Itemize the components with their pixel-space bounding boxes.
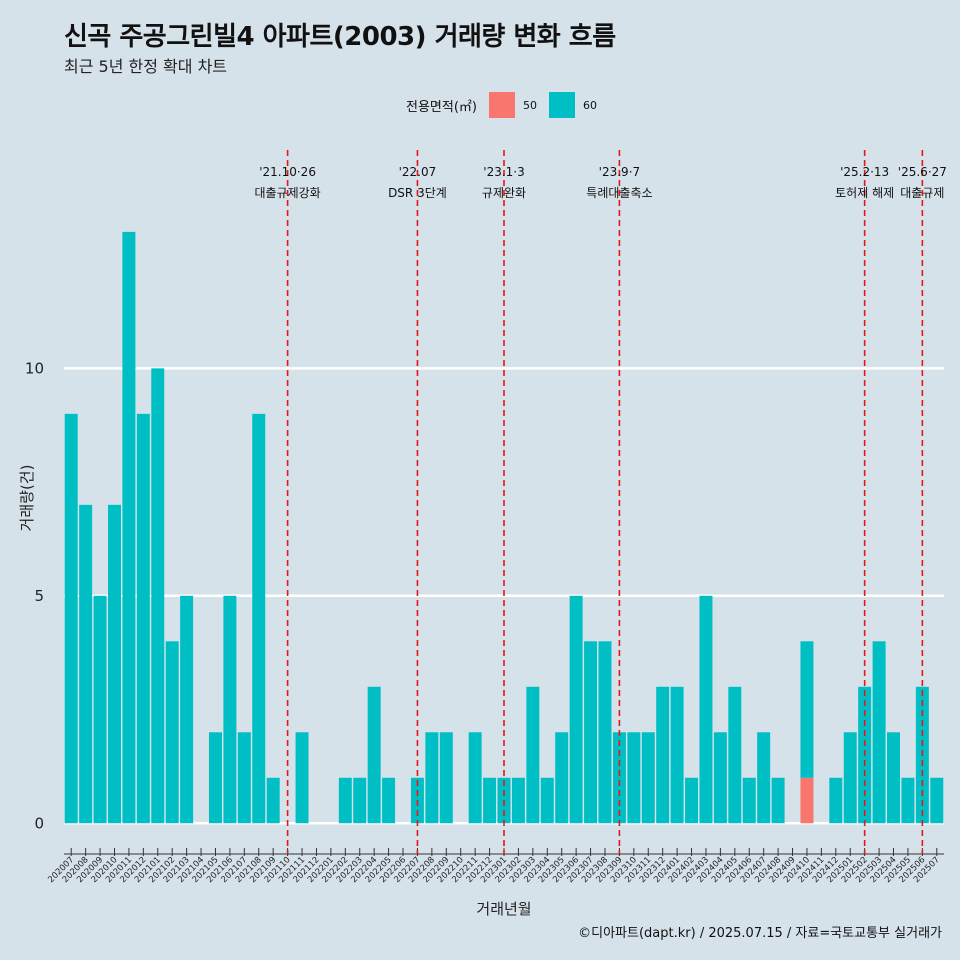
bar-202302-60 xyxy=(511,777,525,824)
bar-202101-60 xyxy=(151,368,165,824)
bar-202401-60 xyxy=(670,686,684,824)
bar-202407-60 xyxy=(757,732,771,824)
bar-202103-60 xyxy=(180,595,194,824)
bar-202208-60 xyxy=(425,732,439,824)
bar-202304-60 xyxy=(540,777,554,824)
y-tick-label-0: 0 xyxy=(34,814,44,832)
bar-202205-60 xyxy=(382,777,396,824)
source-caption: ©디아파트(dapt.kr) / 2025.07.15 / 자료=국토교통부 실… xyxy=(578,926,942,941)
legend-key-60 xyxy=(548,92,575,118)
bar-202310-60 xyxy=(627,732,641,824)
legend: 전용면적(㎡) 50 60 xyxy=(406,92,597,118)
bar-202308-60 xyxy=(598,641,612,824)
bar-202406-60 xyxy=(742,777,756,824)
bar-202203-60 xyxy=(353,777,367,824)
event-date-1: '22.07 xyxy=(399,165,437,179)
bar-202211-60 xyxy=(468,732,482,824)
bar-202507-60 xyxy=(930,777,944,824)
event-date-5: '25.6·27 xyxy=(898,165,947,179)
bar-202106-60 xyxy=(223,595,237,824)
y-tick-label-10: 10 xyxy=(25,359,44,377)
bar-202309-60 xyxy=(612,732,626,824)
bar-202202-60 xyxy=(338,777,352,824)
legend-title: 전용면적(㎡) xyxy=(406,99,477,115)
bar-202305-60 xyxy=(555,732,569,824)
x-axis-title: 거래년월 xyxy=(476,900,531,918)
legend-label-60: 60 xyxy=(582,98,597,112)
bar-202111-60 xyxy=(295,732,309,824)
bar-202012-60 xyxy=(136,413,150,824)
bar-202108-60 xyxy=(252,413,266,824)
bar-202306-60 xyxy=(569,595,583,824)
chart-title: 신곡 주공그린빌4 아파트(2003) 거래량 변화 흐름 xyxy=(64,22,616,52)
bar-202204-60 xyxy=(367,686,381,824)
bar-202312-60 xyxy=(656,686,670,824)
y-tick-label-5: 5 xyxy=(34,587,44,605)
event-label-1: DSR 3단계 xyxy=(388,186,447,200)
legend-item-50: 50 xyxy=(488,92,537,118)
bar-202403-60 xyxy=(699,595,713,824)
bar-202404-60 xyxy=(713,732,727,824)
event-date-3: '23.9·7 xyxy=(599,165,640,179)
event-label-0: 대출규제강화 xyxy=(254,186,320,200)
bar-202105-60 xyxy=(208,732,222,824)
bar-202504-60 xyxy=(887,732,900,824)
legend-key-50 xyxy=(488,92,515,118)
bar-202109-60 xyxy=(266,777,280,824)
bar-202209-60 xyxy=(439,732,453,824)
bar-202410-50 xyxy=(800,777,814,824)
bar-202009-60 xyxy=(93,595,107,824)
bar-202011-60 xyxy=(122,231,136,824)
event-date-4: '25.2·13 xyxy=(840,165,889,179)
bar-202405-60 xyxy=(728,686,742,824)
bar-202501-60 xyxy=(843,732,857,824)
legend-item-60: 60 xyxy=(548,92,597,118)
bar-202402-60 xyxy=(685,777,699,824)
bar-202505-60 xyxy=(901,777,915,824)
bar-202212-60 xyxy=(483,777,497,824)
event-label-4: 토허제 해제 xyxy=(835,186,894,200)
bar-202503-60 xyxy=(872,641,886,824)
event-date-0: '21.10·26 xyxy=(259,165,316,179)
event-label-3: 특례대출축소 xyxy=(586,186,652,200)
bar-202408-60 xyxy=(771,777,785,824)
bar-202307-60 xyxy=(584,641,598,824)
event-label-5: 대출규제 xyxy=(900,186,944,200)
bar-202410-60 xyxy=(800,641,814,778)
bar-202303-60 xyxy=(526,686,540,824)
bar-202010-60 xyxy=(108,504,121,824)
legend-label-50: 50 xyxy=(522,98,537,112)
bar-202102-60 xyxy=(165,641,179,824)
bar-202412-60 xyxy=(829,777,843,824)
chart-subtitle: 최근 5년 한정 확대 차트 xyxy=(64,57,228,76)
bar-202008-60 xyxy=(79,504,93,824)
event-date-2: '23.1·3 xyxy=(483,165,524,179)
bar-202107-60 xyxy=(237,732,251,824)
event-label-2: 규제완화 xyxy=(482,186,526,200)
bar-202311-60 xyxy=(641,732,655,824)
bar-202007-60 xyxy=(64,413,78,824)
y-axis-title: 거래량(건) xyxy=(18,465,36,532)
